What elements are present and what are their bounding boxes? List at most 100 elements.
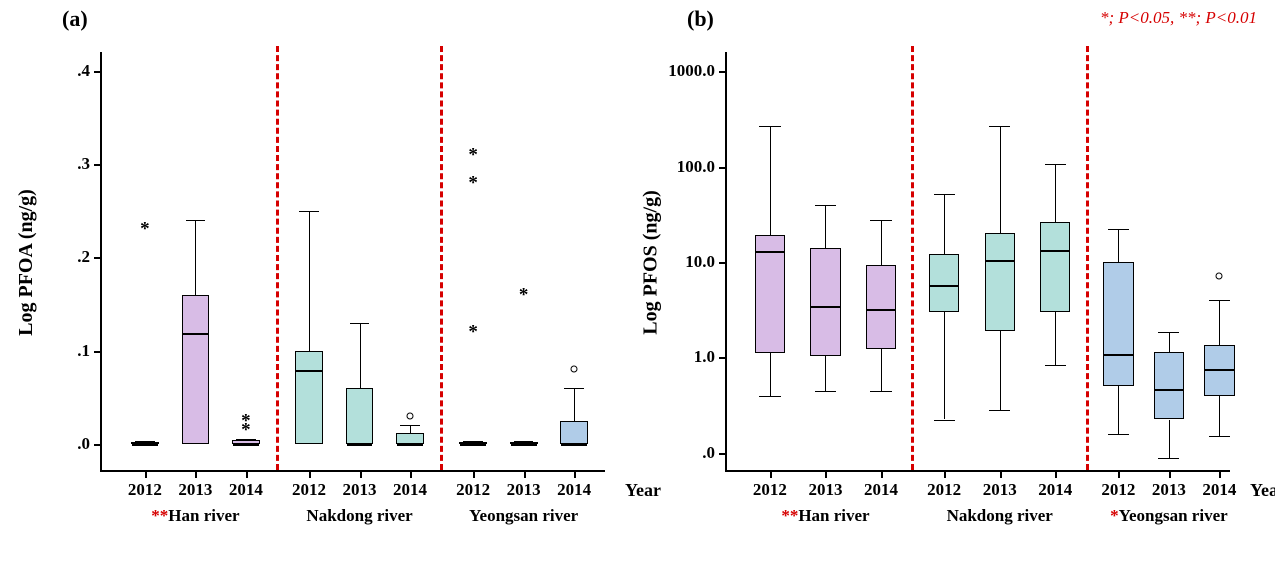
whisker [360, 323, 361, 388]
x-tick-label: 2013 [343, 480, 377, 500]
boxplot-median [397, 444, 423, 446]
whisker [944, 312, 945, 420]
x-tick [145, 470, 147, 478]
boxplot-median [986, 260, 1014, 262]
x-tick [1000, 470, 1002, 478]
whisker-cap [815, 205, 836, 206]
boxplot-median [1205, 369, 1233, 371]
x-tick-label: 2012 [456, 480, 490, 500]
boxplot-median [183, 333, 209, 335]
whisker [1219, 396, 1220, 436]
group-divider [1086, 46, 1089, 470]
outlier-star [468, 145, 478, 164]
whisker [1169, 332, 1170, 352]
boxplot-median [867, 309, 895, 311]
boxplot-box [510, 442, 538, 444]
whisker [1118, 229, 1119, 262]
x-tick [944, 470, 946, 478]
y-tick-label: 10.0 [685, 252, 715, 272]
x-tick [246, 470, 248, 478]
whisker-cap [1045, 365, 1066, 366]
x-tick-label: 2012 [753, 480, 787, 500]
outlier-star [519, 285, 529, 304]
group-divider [440, 46, 443, 470]
boxplot-box [232, 440, 260, 444]
boxplot-box [810, 248, 840, 356]
y-tick-label: .1 [77, 341, 90, 361]
boxplot-median [1041, 250, 1069, 252]
outlier-star [468, 323, 478, 342]
panel-b: (b) *; P<0.05, **; P<0.01 Log PFOS (ng/g… [625, 0, 1275, 580]
x-tick [309, 470, 311, 478]
whisker-cap [1158, 458, 1179, 459]
y-tick [94, 257, 102, 259]
boxplot-box [1040, 222, 1070, 312]
y-tick-label: 1.0 [694, 347, 715, 367]
x-tick [574, 470, 576, 478]
whisker [1000, 331, 1001, 410]
boxplot-median [561, 444, 587, 446]
significance-marker: ** [781, 506, 798, 525]
whisker-cap [870, 391, 891, 392]
whisker-cap [1209, 300, 1230, 301]
x-tick-label: 2012 [292, 480, 326, 500]
significance-note: *; P<0.05, **; P<0.01 [1100, 8, 1257, 28]
group-name: Nakdong river [947, 506, 1053, 525]
panel-a-ylabel-text: Log PFOA (ng/g) [15, 189, 38, 336]
panel-b-xtitle: Year [1250, 480, 1275, 501]
x-tick-label: 2014 [229, 480, 263, 500]
x-tick-label: 2013 [808, 480, 842, 500]
significance-marker: * [1110, 506, 1119, 525]
boxplot-box [1154, 352, 1184, 420]
boxplot-box [560, 421, 588, 444]
whisker [944, 194, 945, 254]
panel-b-label: (b) [687, 6, 714, 32]
outlier-circle [571, 366, 578, 373]
group-label: **Han river [151, 506, 239, 526]
boxplot-median [460, 444, 486, 446]
x-tick-label: 2014 [557, 480, 591, 500]
group-label: Yeongsan river [469, 506, 578, 526]
y-tick-label: .0 [77, 434, 90, 454]
whisker [825, 205, 826, 248]
whisker [309, 211, 310, 351]
whisker [881, 220, 882, 265]
boxplot-median [811, 306, 839, 308]
x-tick [410, 470, 412, 478]
whisker-cap [815, 391, 836, 392]
y-tick [94, 351, 102, 353]
boxplot-box [459, 442, 487, 444]
group-name: Han river [168, 506, 239, 525]
y-tick [719, 357, 727, 359]
x-tick-label: 2012 [1101, 480, 1135, 500]
significance-marker: ** [151, 506, 168, 525]
x-tick [881, 470, 883, 478]
y-tick [94, 444, 102, 446]
whisker-cap [186, 220, 205, 221]
whisker-cap [759, 396, 780, 397]
group-name: Nakdong river [306, 506, 412, 525]
panel-a-ylabel: Log PFOA (ng/g) [12, 52, 40, 472]
boxplot-box [985, 233, 1015, 330]
whisker [1000, 126, 1001, 233]
x-tick-label: 2012 [927, 480, 961, 500]
boxplot-box [131, 442, 159, 444]
outlier-circle [407, 413, 414, 420]
whisker-cap [989, 126, 1010, 127]
outlier-star [140, 220, 150, 239]
y-tick [719, 453, 727, 455]
boxplot-median [296, 370, 322, 372]
x-tick-label: 2014 [1202, 480, 1236, 500]
x-tick-label: 2012 [128, 480, 162, 500]
y-tick-label: 1000.0 [668, 61, 715, 81]
y-tick-label: .4 [77, 61, 90, 81]
whisker [410, 425, 411, 432]
y-tick-label: .0 [702, 443, 715, 463]
whisker-cap [1108, 434, 1129, 435]
panel-a-plot-area: Year .0.1.2.3.42012201320142012201320142… [100, 52, 605, 472]
panel-b-ylabel-text: Log PFOS (ng/g) [640, 190, 663, 334]
boxplot-median [132, 444, 158, 446]
y-tick-label: 100.0 [677, 157, 715, 177]
group-name: Yeongsan river [469, 506, 578, 525]
boxplot-box [929, 254, 959, 311]
